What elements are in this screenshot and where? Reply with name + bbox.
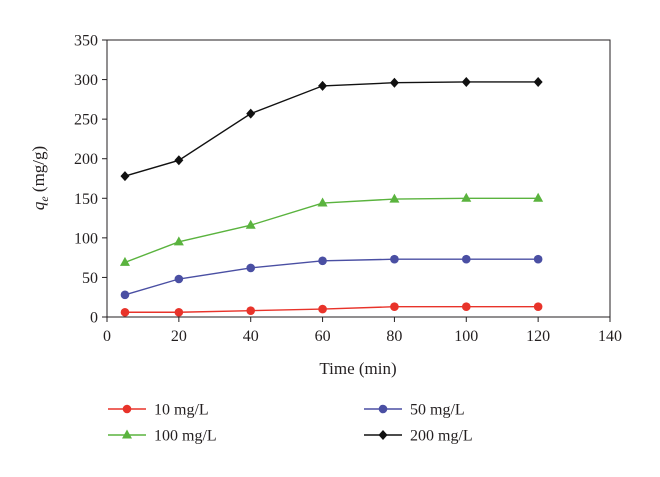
legend-marker (122, 429, 132, 439)
data-point (120, 171, 130, 182)
y-tick-label: 150 (74, 191, 98, 208)
data-point (120, 290, 130, 300)
legend-marker (378, 430, 388, 440)
data-point (461, 192, 472, 202)
x-tick-label: 40 (243, 328, 259, 345)
data-point (246, 263, 256, 273)
data-point (461, 254, 471, 264)
data-point (390, 254, 399, 264)
y-tick-label: 250 (74, 112, 98, 129)
series-200-mg-l (120, 76, 543, 182)
y-axis-title: qe (mg/g) (29, 146, 51, 210)
y-axis-subscript: e (37, 196, 51, 202)
data-point (318, 256, 327, 266)
data-point (173, 236, 184, 246)
series-line (124, 81, 539, 177)
legend-marker (122, 404, 132, 414)
data-point (245, 219, 256, 229)
series-50-mg-l (120, 254, 543, 300)
data-point (533, 192, 544, 202)
data-point (246, 108, 256, 119)
legend-label: 100 mg/L (154, 428, 217, 445)
data-point (174, 155, 184, 166)
series-100-mg-l (119, 192, 544, 266)
y-axis-unit: (mg/g) (29, 146, 48, 197)
data-point (390, 302, 399, 312)
x-tick-label: 140 (598, 328, 622, 345)
legend-marker (378, 404, 388, 414)
y-tick-label: 300 (74, 72, 98, 89)
data-point (318, 304, 327, 314)
y-tick-label: 50 (82, 270, 98, 287)
y-tick-label: 100 (74, 230, 98, 247)
legend-item: 10 mg/L (108, 402, 209, 419)
series-line (124, 306, 539, 313)
data-point (533, 76, 543, 87)
x-tick-label: 0 (103, 328, 111, 345)
data-point (246, 306, 256, 315)
series-10-mg-l (120, 302, 543, 317)
data-point (389, 77, 399, 88)
axis-ticks: 0 20 40 60 80 100 120 140 0 50 100 150 200 250 300 350 (74, 33, 622, 346)
data-point (461, 76, 471, 87)
series-layer (119, 76, 544, 317)
data-point (533, 302, 543, 312)
legend: 10 mg/L 50 mg/L 100 mg/L 200 mg/L (108, 402, 473, 445)
y-tick-label: 200 (74, 151, 98, 168)
data-point (174, 307, 184, 317)
x-tick-label: 20 (171, 328, 187, 345)
legend-item: 200 mg/L (364, 428, 473, 445)
legend-item: 100 mg/L (108, 428, 217, 445)
data-point (120, 307, 130, 317)
data-point (389, 193, 400, 203)
data-point (533, 254, 543, 264)
x-tick-label: 100 (454, 328, 478, 345)
x-tick-label: 80 (386, 328, 402, 345)
y-tick-label: 0 (90, 310, 98, 327)
data-point (174, 274, 184, 284)
legend-label: 10 mg/L (154, 402, 209, 419)
data-point (119, 256, 130, 266)
series-line (124, 197, 539, 264)
legend-label: 200 mg/L (410, 428, 473, 445)
y-axis-symbol: q (29, 201, 48, 210)
series-line (124, 258, 539, 296)
data-point (317, 197, 328, 207)
legend-label: 50 mg/L (410, 402, 465, 419)
x-axis-title: Time (min) (319, 359, 396, 378)
x-tick-label: 120 (526, 328, 550, 345)
legend-item: 50 mg/L (364, 402, 465, 419)
y-tick-label: 350 (74, 33, 98, 50)
plot-frame (106, 39, 611, 318)
data-point (461, 302, 471, 312)
data-point (318, 80, 328, 91)
x-tick-label: 60 (315, 328, 331, 345)
